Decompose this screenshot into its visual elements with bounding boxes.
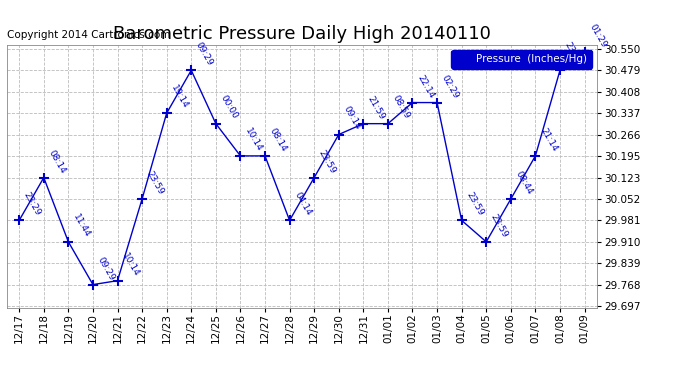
Text: 23:59: 23:59 — [464, 191, 485, 217]
Text: 08:14: 08:14 — [268, 126, 288, 153]
Legend: Pressure  (Inches/Hg): Pressure (Inches/Hg) — [451, 50, 591, 69]
Text: 23:29: 23:29 — [22, 191, 43, 217]
Text: 10:14: 10:14 — [120, 251, 141, 278]
Text: 21:14: 21:14 — [538, 126, 559, 153]
Text: 23:59: 23:59 — [317, 148, 337, 175]
Text: 08:59: 08:59 — [391, 94, 411, 121]
Text: 08:44: 08:44 — [513, 170, 534, 196]
Text: Copyright 2014 Cartronics.com: Copyright 2014 Cartronics.com — [7, 30, 170, 40]
Text: 10:14: 10:14 — [243, 126, 264, 153]
Text: 23:59: 23:59 — [145, 170, 166, 196]
Text: 01:29: 01:29 — [587, 22, 608, 49]
Title: Barometric Pressure Daily High 20140110: Barometric Pressure Daily High 20140110 — [113, 26, 491, 44]
Text: 09:29: 09:29 — [194, 41, 215, 68]
Text: 00:00: 00:00 — [219, 94, 239, 121]
Text: 08:14: 08:14 — [46, 148, 67, 175]
Text: 23:59: 23:59 — [489, 212, 510, 239]
Text: 04:14: 04:14 — [293, 191, 313, 217]
Text: 11:44: 11:44 — [71, 212, 92, 239]
Text: 22:14: 22:14 — [415, 73, 436, 100]
Text: 09:14: 09:14 — [342, 105, 362, 132]
Text: 21:59: 21:59 — [366, 94, 387, 121]
Text: 02:29: 02:29 — [440, 73, 460, 100]
Text: 19:14: 19:14 — [170, 84, 190, 110]
Text: 23:59: 23:59 — [563, 41, 584, 68]
Text: 09:29: 09:29 — [96, 255, 117, 282]
